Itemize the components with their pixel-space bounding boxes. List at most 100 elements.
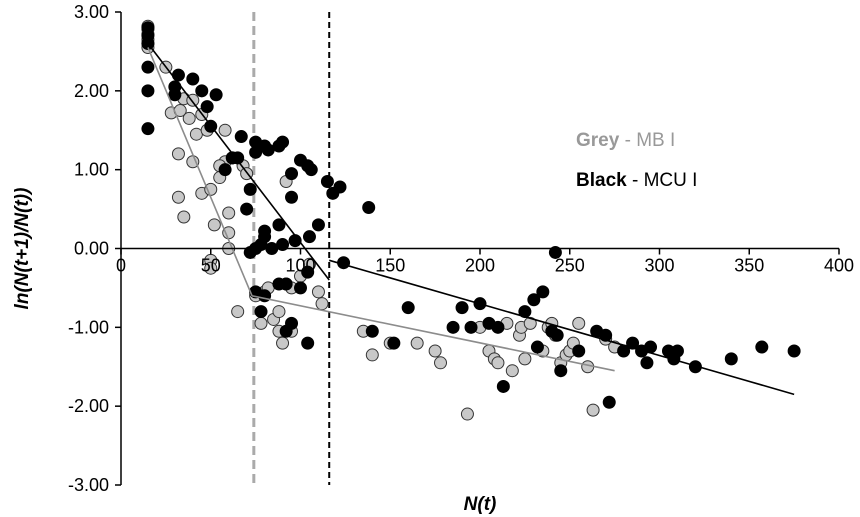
mb-i-point xyxy=(218,123,232,137)
mcu-i-point xyxy=(231,151,245,165)
mcu-i-point xyxy=(276,238,290,252)
mcu-i-point xyxy=(243,182,257,196)
mcu-i-point xyxy=(200,100,214,114)
mcu-i-point xyxy=(401,301,415,315)
y-tick-label: 0.00 xyxy=(74,239,109,259)
x-tick-label: 400 xyxy=(824,256,854,276)
mcu-i-point xyxy=(186,72,200,86)
mcu-i-fit-line xyxy=(147,43,330,281)
chart-marks xyxy=(141,12,801,485)
mcu-i-point xyxy=(168,88,182,102)
mcu-i-point xyxy=(258,224,272,238)
mcu-i-point xyxy=(365,324,379,338)
x-tick-label: 100 xyxy=(285,256,315,276)
x-tick-label: 250 xyxy=(555,256,585,276)
chart-axes: 3.00 2.00 1.00 0.00 -1.00 -2.00 -3.00 0 50 100 150… xyxy=(68,2,854,495)
mcu-i-point xyxy=(362,201,376,215)
x-tick-label: 50 xyxy=(201,256,221,276)
mb-i-point xyxy=(491,356,505,370)
mcu-i-point xyxy=(787,344,801,358)
mb-i-point xyxy=(311,285,325,299)
mcu-i-point xyxy=(599,328,613,342)
mb-i-point xyxy=(231,305,245,319)
mcu-i-point xyxy=(279,324,293,338)
mcu-i-point xyxy=(171,68,185,82)
mcu-i-point xyxy=(455,301,469,315)
mcu-i-point xyxy=(530,340,544,354)
mb-i-point xyxy=(189,127,203,141)
mcu-i-point xyxy=(240,202,254,216)
mb-i-point xyxy=(523,316,537,330)
mb-i-point xyxy=(586,403,600,417)
mcu-i-point xyxy=(301,265,315,279)
mcu-i-point xyxy=(333,180,347,194)
chart-legend: Grey - MB I Black - MCU I xyxy=(576,130,697,191)
y-tick-label: 1.00 xyxy=(74,160,109,180)
mb-i-point xyxy=(460,407,474,421)
mb-i-point xyxy=(177,210,191,224)
mcu-i-point xyxy=(141,84,155,98)
mcu-i-point xyxy=(446,320,460,334)
mb-i-point xyxy=(182,111,196,125)
mcu-i-point xyxy=(276,135,290,149)
y-tick-label: -1.00 xyxy=(68,317,109,337)
legend-entry-key: Black xyxy=(576,170,627,191)
legend-entry: Grey - MB I xyxy=(576,130,675,151)
mcu-i-point xyxy=(464,320,478,334)
legend-entry-label: - MB I xyxy=(619,130,675,151)
mcu-i-point xyxy=(285,167,299,181)
legend-entry-label: - MCU I xyxy=(627,170,698,191)
mcu-i-point xyxy=(491,320,505,334)
mcu-i-point xyxy=(209,88,223,102)
mcu-i-point xyxy=(536,285,550,299)
x-tick-label: 350 xyxy=(734,256,764,276)
mb-i-fit-line xyxy=(251,295,615,372)
mcu-i-point xyxy=(261,143,275,157)
mcu-i-point xyxy=(387,336,401,350)
mb-i-point xyxy=(276,336,290,350)
y-tick-label: 3.00 xyxy=(74,2,109,22)
x-axis-title: N(t) xyxy=(464,494,497,515)
x-tick-label: 150 xyxy=(375,256,405,276)
mcu-i-point xyxy=(670,344,684,358)
mcu-i-point xyxy=(254,305,268,319)
mcu-i-point xyxy=(141,60,155,74)
mb-i-point xyxy=(505,364,519,378)
mb-i-point xyxy=(410,336,424,350)
mb-i-point xyxy=(272,305,286,319)
mb-i-point xyxy=(428,344,442,358)
x-tick-label: 0 xyxy=(116,256,126,276)
mcu-i-point xyxy=(554,364,568,378)
mcu-i-point xyxy=(304,163,318,177)
mcu-i-point xyxy=(496,379,510,393)
mb-i-point xyxy=(207,218,221,232)
mcu-i-point xyxy=(302,230,316,244)
y-axis-title: ln(N(t+1)/N(t)) xyxy=(12,188,33,310)
mb-i-point xyxy=(171,147,185,161)
mcu-i-point xyxy=(640,356,654,370)
mb-i-point xyxy=(518,352,532,366)
legend-entry: Black - MCU I xyxy=(576,170,697,191)
mcu-i-point xyxy=(294,281,307,295)
mcu-i-point xyxy=(724,352,738,366)
mb-i-fit-line xyxy=(147,47,253,297)
mcu-i-point xyxy=(320,174,334,188)
mcu-i-point xyxy=(311,218,325,232)
mcu-i-point xyxy=(527,293,541,307)
mcu-i-point xyxy=(218,163,232,177)
y-tick-label: -2.00 xyxy=(68,396,109,416)
mcu-i-point xyxy=(755,340,769,354)
mcu-i-point xyxy=(548,245,562,259)
mb-i-point xyxy=(572,316,586,330)
mcu-i-point xyxy=(279,277,293,291)
mb-i-point xyxy=(204,261,218,275)
legend-entry-key: Grey xyxy=(576,130,620,151)
x-tick-label: 300 xyxy=(644,256,674,276)
mcu-i-point xyxy=(550,328,564,342)
mcu-i-point xyxy=(688,360,702,374)
y-tick-label: -3.00 xyxy=(68,475,109,495)
mb-i-point xyxy=(222,206,236,220)
mb-i-point xyxy=(315,297,329,311)
